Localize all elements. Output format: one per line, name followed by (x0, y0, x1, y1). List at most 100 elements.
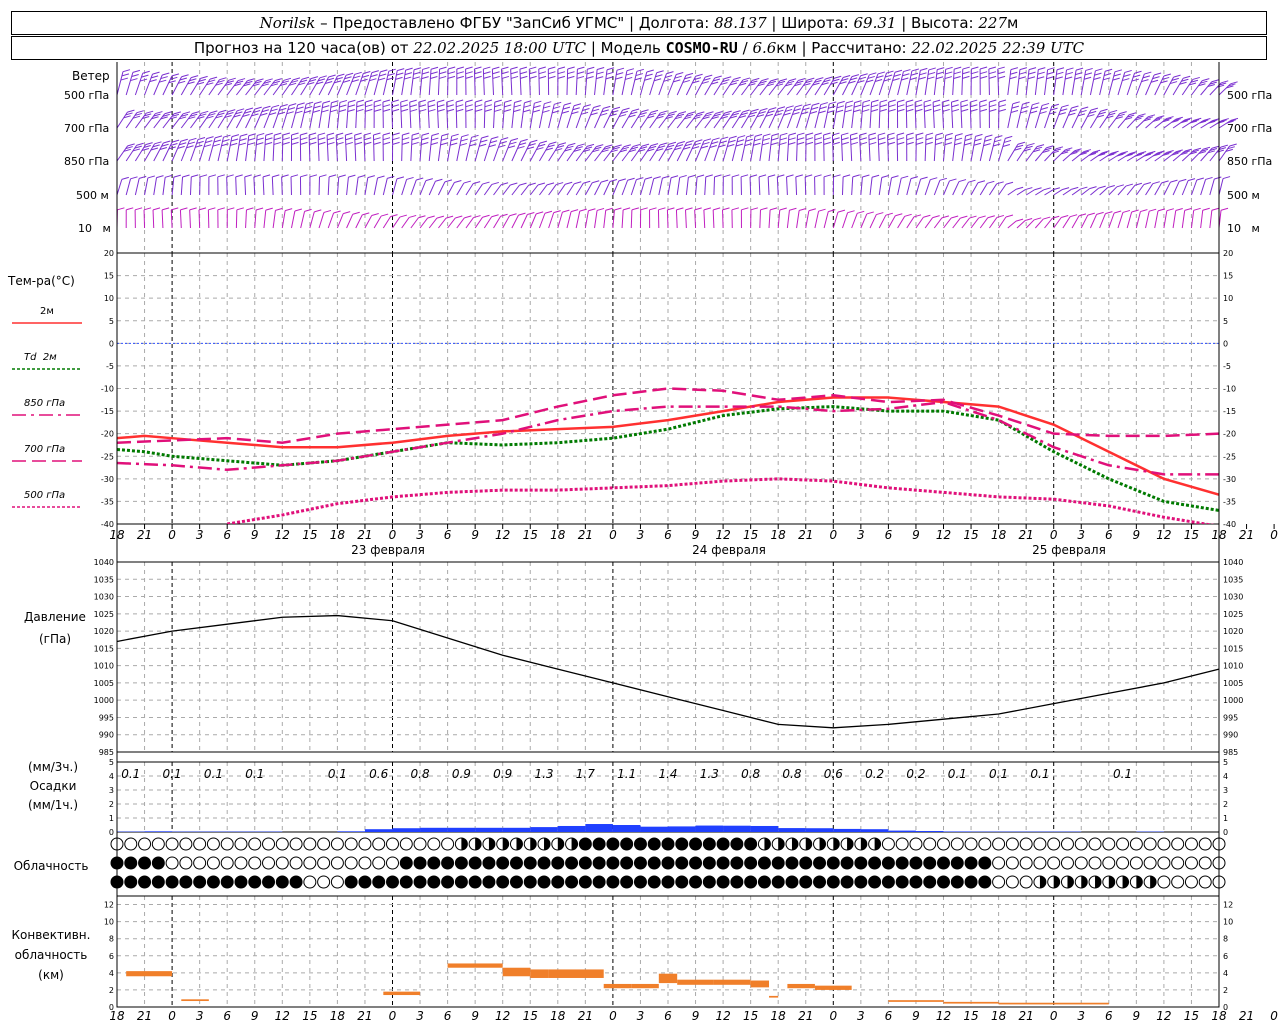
wind-barb (447, 69, 449, 96)
wind-barb-feather (962, 71, 970, 75)
wind-barb-feather (532, 109, 541, 113)
wind-barb-feather (465, 99, 473, 103)
wind-barb-feather (402, 132, 410, 136)
wind-barb-feather (866, 211, 874, 215)
wind-barb-feather (759, 80, 767, 84)
wind-barb-feather (1218, 147, 1226, 151)
wind-barb-feather (896, 132, 905, 136)
wind-barb-feather (413, 71, 421, 75)
precip-3h-value: 0.1 (204, 767, 223, 781)
x-hour-label: 18 (330, 528, 346, 542)
wind-barb-feather (644, 176, 653, 180)
pres-ytick-left: 1040 (94, 558, 114, 567)
x-hour-label: 9 (912, 528, 920, 542)
cloud-icon (647, 837, 661, 851)
cloud-icon (1129, 856, 1143, 870)
cloud-icon (1019, 875, 1033, 889)
wind-barb-feather (335, 77, 343, 80)
wind-barb-feather (1015, 144, 1024, 148)
wind-barb (401, 179, 408, 196)
wind-barb-feather (435, 178, 443, 182)
wind-barb-feather (944, 76, 953, 80)
wind-barb (189, 209, 191, 229)
wind-barb-feather (832, 141, 840, 145)
wind-barb-feather (656, 148, 664, 152)
wind-barb (1062, 69, 1067, 96)
prec-ytick-left: 5 (109, 758, 114, 767)
wind-barb-feather (1169, 81, 1178, 85)
temp-title: Тем-ра(°C) (8, 274, 75, 288)
wind-barb-feather (1050, 107, 1058, 111)
wind-barb (511, 184, 520, 196)
wind-barb (300, 211, 306, 229)
x-hour-label: 12 (715, 528, 730, 542)
wind-barb-feather (1202, 78, 1210, 82)
wind-barb-feather (333, 210, 341, 214)
wind-barb-feather (998, 104, 1007, 108)
wind-barb-feather (295, 110, 303, 114)
cloud-icon (937, 837, 950, 851)
wind-barb-feather (483, 75, 491, 79)
wind-barb-feather (1103, 77, 1111, 81)
wind-barb (179, 209, 182, 229)
wind-barb-feather (1179, 178, 1187, 182)
wind-barb (483, 184, 493, 196)
wind-barb-feather (300, 174, 308, 178)
cloud-icon (661, 837, 675, 851)
wind-barb-feather (844, 109, 852, 113)
wind-barb (401, 135, 403, 162)
wind-barb-feather (264, 142, 273, 145)
wind-barb-feather (188, 116, 196, 120)
wind-barb (483, 138, 492, 162)
wind-barb-feather (842, 74, 851, 78)
wind-barb-feather (1127, 114, 1135, 118)
wind-barb-feather (622, 107, 630, 111)
wind-barb (235, 136, 241, 162)
wind-barb-feather (139, 78, 148, 82)
cloud-icon (1102, 856, 1116, 870)
cloud-icon (826, 856, 840, 870)
wind-barb (153, 177, 157, 196)
wind-barb-feather (395, 76, 403, 80)
wind-barb-feather (936, 71, 944, 75)
wind-barb-feather (594, 146, 602, 150)
wind-barb-feather (783, 112, 791, 116)
day-label-2: 25 февраля (1032, 543, 1106, 557)
wind-barb-feather (776, 109, 784, 113)
temp-ytick-right: 10 (1223, 294, 1233, 303)
cloud-icon (551, 856, 565, 870)
wind-barb-feather (1173, 118, 1181, 122)
wind-barb-feather (601, 109, 609, 113)
wind-barb (1163, 181, 1171, 196)
wind-barb-feather (421, 71, 430, 75)
conv-cloud-bar (181, 999, 209, 1002)
precip-3h-value: 0.9 (493, 767, 512, 781)
wind-barb-feather (596, 207, 605, 211)
wind-barb (272, 210, 276, 229)
wind-barb-feather (850, 132, 858, 136)
wind-barb-feather (377, 77, 386, 81)
wind-barb-feather (382, 104, 391, 108)
wind-barb-feather (421, 76, 429, 80)
wind-barb-feather (736, 139, 745, 143)
wind-barb-feather (396, 176, 405, 180)
wind-barb-feather (850, 141, 859, 145)
wind-barb (1163, 210, 1168, 229)
wind-barb-feather (676, 113, 685, 117)
wind-barb (860, 213, 868, 229)
cloud-icon-half (544, 838, 551, 850)
wind-barb-feather (1022, 101, 1030, 105)
wind-barb (759, 209, 761, 229)
wind-barb-feather (960, 104, 969, 108)
precip-bar (392, 828, 421, 832)
wind-barb (666, 209, 669, 229)
cloud-icon (220, 856, 234, 870)
wind-barb-feather (805, 174, 813, 178)
wind-barb-feather (447, 71, 456, 75)
wind-barb (253, 176, 256, 196)
wind-barb (482, 69, 485, 96)
wind-barb-feather (386, 77, 394, 81)
conv-cloud-bar (548, 969, 604, 978)
wind-barb-feather (245, 80, 253, 84)
wind-barb-feather (625, 72, 634, 76)
